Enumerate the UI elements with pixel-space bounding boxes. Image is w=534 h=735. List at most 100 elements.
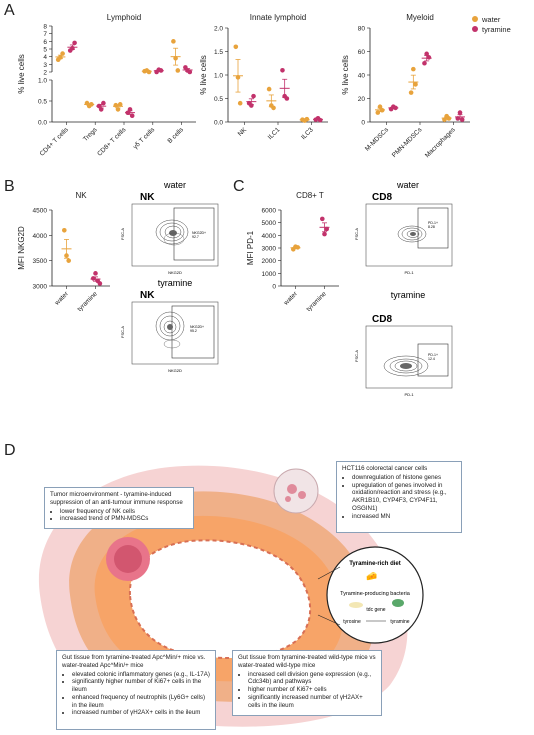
- apc-item: significantly higher number of Ki67+ cel…: [72, 678, 210, 694]
- y-tick-label: 0: [361, 120, 365, 127]
- data-point: [375, 110, 381, 115]
- legend-water-label: water: [482, 14, 501, 24]
- data-point: [322, 231, 327, 237]
- legend-item-water: water: [472, 14, 511, 24]
- hct116-box: HCT116 colorectal cancer cells downregul…: [336, 461, 462, 533]
- data-point: [117, 102, 123, 107]
- diet-circle: [326, 546, 424, 644]
- tme-item: lower frequency of NK cells: [60, 508, 188, 516]
- bacteria-label: Tyramine-producing bacteria: [340, 591, 411, 597]
- diet-title: Tyramine-rich diet: [349, 561, 401, 567]
- tumor-core: [114, 545, 142, 573]
- y-tick-label: 2000: [262, 258, 277, 265]
- y-axis-label: MFI PD-1: [246, 230, 255, 265]
- y-tick-label: 60: [358, 49, 366, 56]
- b-water-title: water: [163, 180, 186, 190]
- b-water-flow-plot: NKG2D+ 92.7: [131, 203, 219, 267]
- chart-title: CD8+ T: [296, 191, 324, 200]
- data-point: [93, 271, 98, 276]
- y-tick-label: 1000: [262, 271, 277, 278]
- y-tick-label: 2: [43, 70, 47, 77]
- connector-line: [317, 566, 341, 580]
- hct-item: downregulation of histone genes: [352, 474, 456, 482]
- legend-tyramine-swatch: [472, 26, 478, 32]
- c-tyr-title: tyramine: [391, 290, 426, 300]
- x-tick-label: ILC3: [300, 126, 315, 141]
- data-point: [97, 281, 103, 286]
- y-axis-label: MFI NKG2D: [17, 226, 26, 270]
- b-tyr-gate-label: NKG2D+ 95.2: [190, 325, 204, 333]
- x-tick-label: NK: [237, 126, 249, 138]
- x-tick-label: ILC1: [267, 126, 282, 141]
- b-tyr-xaxis: NKG2D: [168, 368, 182, 373]
- apc-title: Gut tissue from tyramine-treated Apc^Min…: [62, 654, 206, 669]
- chart-title: NK: [75, 191, 87, 200]
- y-tick-label: 3000: [33, 284, 48, 291]
- b-tyr-yaxis: FSC-A: [120, 326, 125, 338]
- y-tick-label: 1.0: [214, 73, 223, 80]
- c-tyr-gate-label: PD-1+ 12.4: [428, 353, 438, 361]
- legend-item-tyramine: tyramine: [472, 24, 511, 34]
- y-tick-label: 8: [43, 24, 47, 31]
- x-tick-label: M-MDSCs: [364, 126, 391, 153]
- y-tick-label: 5: [43, 47, 47, 54]
- data-point: [459, 117, 465, 122]
- x-tick-label: γδ T cells: [132, 126, 157, 151]
- myeloid-chart: Myeloid 0 20 40 60 80 % live cells M-MDSCs PMN-M…: [341, 13, 470, 159]
- data-point: [233, 44, 239, 50]
- x-tick-label: B cells: [167, 126, 186, 145]
- c-water-xaxis: PD-1: [404, 270, 414, 275]
- y-axis-label: % live cells: [199, 55, 208, 95]
- petri-dish-cell: [285, 496, 291, 502]
- data-point: [411, 66, 416, 72]
- tyramine-product-label: tyramine: [390, 619, 409, 625]
- y-tick-label: 4500: [33, 208, 48, 215]
- y-tick-label: 1.0: [38, 78, 47, 85]
- c-water-yaxis: FSC-A: [354, 228, 359, 240]
- y-tick-label: 3500: [33, 258, 48, 265]
- b-water-gate-label: NKG2D+ 92.7: [192, 231, 206, 239]
- panel-label-b: B: [4, 178, 15, 195]
- chart-legend: water tyramine: [472, 14, 511, 34]
- data-point: [266, 86, 272, 92]
- tdc-gene-label: tdc gene: [366, 607, 385, 613]
- data-point: [66, 258, 71, 263]
- tyrosine-label: tyrosine: [343, 619, 361, 625]
- data-point: [187, 69, 193, 75]
- apc-item: increased number of γH2AX+ cells in the …: [72, 709, 210, 717]
- y-tick-label: 6000: [262, 208, 277, 215]
- y-tick-label: 4000: [262, 233, 277, 240]
- y-tick-label: 40: [358, 73, 366, 80]
- y-tick-label: 0.0: [38, 120, 47, 127]
- data-point: [422, 60, 427, 66]
- data-point: [251, 93, 256, 99]
- c-tyr-yaxis: FSC-A: [354, 350, 359, 362]
- data-point: [324, 226, 329, 232]
- legend-water-swatch: [472, 16, 478, 22]
- hct-item: increased MN: [352, 513, 456, 521]
- chart-title: Lymphoid: [107, 13, 141, 22]
- data-point: [320, 216, 325, 222]
- tumor-microenvironment-box: Tumor microenvironment - tyramine-induce…: [44, 487, 194, 529]
- panel-label-a: A: [4, 2, 15, 19]
- x-tick-label: PMN-MDSCs: [391, 126, 424, 159]
- data-point: [424, 51, 429, 57]
- apc-item: enhanced frequency of neutrophils (Ly6G+…: [72, 694, 210, 710]
- data-point: [72, 40, 77, 46]
- data-point: [408, 90, 414, 95]
- data-point: [271, 105, 276, 111]
- hct-title: HCT116 colorectal cancer cells: [342, 465, 428, 472]
- data-point: [280, 68, 285, 73]
- y-tick-label: 80: [358, 26, 366, 33]
- wild-type-mice-box: Gut tissue from tyramine-treated wild-ty…: [232, 650, 382, 716]
- y-tick-label: 4: [43, 54, 47, 61]
- tme-item: increased trend of PMN-MDSCs: [60, 515, 188, 523]
- x-tick-label: Tregs: [82, 126, 99, 143]
- hct-item: upregulation of genes involved in oxidat…: [352, 482, 456, 513]
- panel-label-c: C: [233, 178, 245, 195]
- y-tick-label: 7: [43, 31, 47, 38]
- chart-title: Myeloid: [406, 13, 434, 22]
- food-icon: 🧀: [366, 571, 377, 581]
- bacteria-icon: [349, 602, 363, 608]
